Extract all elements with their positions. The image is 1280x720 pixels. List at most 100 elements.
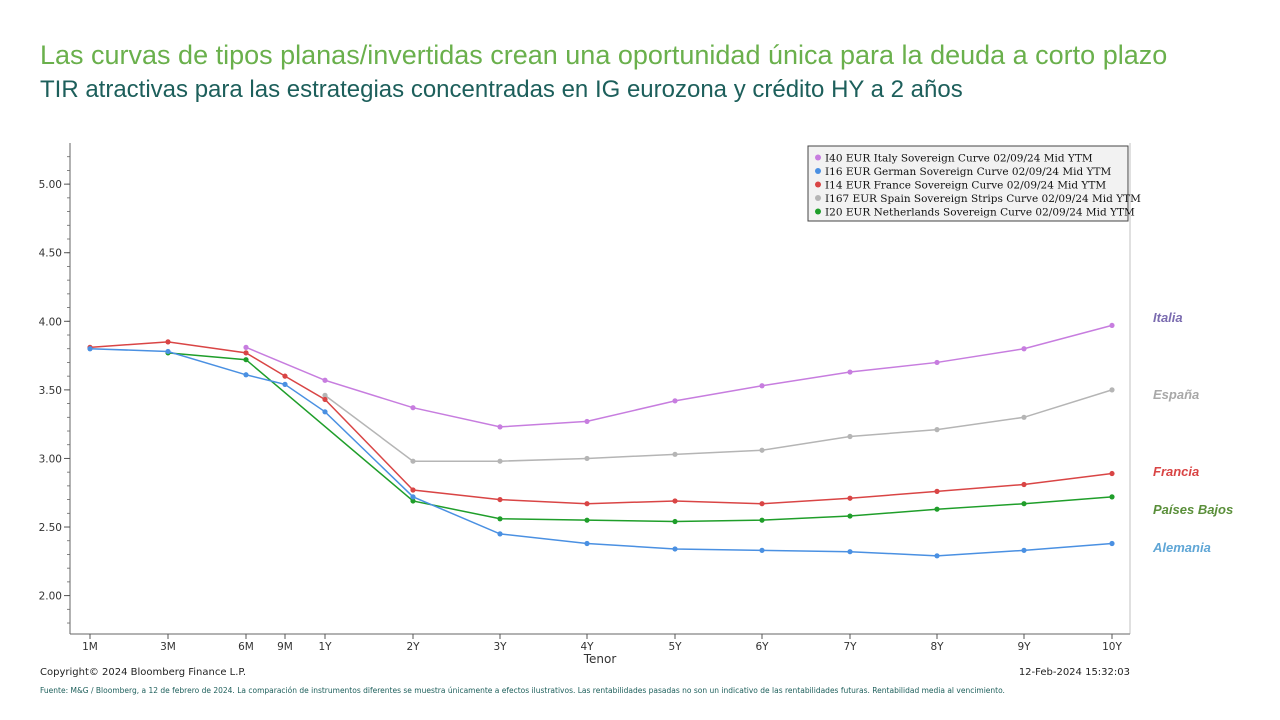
data-point <box>847 369 853 375</box>
data-point <box>497 458 503 464</box>
data-point <box>165 348 171 355</box>
data-point <box>243 350 249 356</box>
legend-entry: I20 EUR Netherlands Sovereign Curve 02/0… <box>825 207 1135 219</box>
x-tick-label: 5Y <box>668 641 682 653</box>
data-point <box>282 381 288 387</box>
page-title: Las curvas de tipos planas/invertidas cr… <box>40 40 1168 70</box>
country-label: Alemania <box>1152 540 1211 555</box>
data-point <box>847 495 853 501</box>
data-point <box>1021 547 1027 553</box>
data-point <box>672 546 678 552</box>
data-point <box>584 455 590 462</box>
data-point <box>1021 346 1027 352</box>
data-point <box>1109 494 1115 500</box>
data-point <box>759 447 765 453</box>
timestamp-text: 12-Feb-2024 15:32:03 <box>1018 667 1130 678</box>
legend-entry: I40 EUR Italy Sovereign Curve 02/09/24 M… <box>825 153 1093 165</box>
copyright-text: Copyright© 2024 Bloomberg Finance L.P. <box>40 667 247 678</box>
series-line <box>89 341 1113 505</box>
data-point <box>672 518 678 525</box>
series-alemania <box>87 346 1115 559</box>
data-point <box>672 398 678 404</box>
data-point <box>672 451 678 457</box>
x-tick-label: 6M <box>238 641 254 653</box>
data-point <box>847 549 853 555</box>
legend-entry: I167 EUR Spain Sovereign Strips Curve 02… <box>825 193 1141 205</box>
data-point <box>759 501 765 507</box>
data-point <box>165 339 171 345</box>
data-point <box>497 496 503 503</box>
data-point <box>759 547 765 553</box>
legend-marker <box>815 208 821 215</box>
x-tick-label: 8Y <box>930 641 944 653</box>
data-point <box>934 359 940 366</box>
legend-box <box>807 145 1129 222</box>
data-point <box>584 501 590 507</box>
legend-marker <box>815 181 821 188</box>
x-tick-label: 3M <box>160 641 176 653</box>
data-point <box>410 498 416 504</box>
x-tick-label: 9Y <box>1017 641 1031 653</box>
data-point <box>934 506 940 512</box>
y-tick-label: 5.00 <box>39 179 62 191</box>
series-line <box>167 352 1113 523</box>
source-footnote: Fuente: M&G / Bloomberg, a 12 de febrero… <box>40 686 1005 695</box>
data-point <box>410 405 416 411</box>
legend-marker <box>815 168 821 174</box>
y-tick-label: 4.50 <box>39 248 62 260</box>
series-layer <box>87 322 1115 559</box>
data-point <box>322 377 328 383</box>
data-point <box>1021 414 1027 420</box>
data-point <box>934 427 940 433</box>
data-point <box>322 396 328 403</box>
legend-marker <box>815 195 821 201</box>
series-italia <box>243 322 1115 430</box>
country-labels: Italia Alemania Francia España Países Bajos <box>1152 310 1233 555</box>
chart-axes: 2.00 2.50 3.00 3.50 4.00 4.50 5.00 1M 3M 6M 9M 1Y 2Y… <box>39 143 1131 666</box>
data-point <box>243 372 249 378</box>
y-tick-label: 2.50 <box>39 522 62 534</box>
series-españa <box>322 387 1115 464</box>
x-tick-label: 4Y <box>580 641 594 653</box>
data-point <box>322 392 328 398</box>
country-label: España <box>1153 387 1199 402</box>
data-point <box>1021 481 1027 488</box>
y-tick-label: 2.00 <box>39 591 62 603</box>
data-point <box>672 498 678 504</box>
data-point <box>759 383 765 389</box>
data-point <box>282 373 288 379</box>
data-point <box>497 516 503 522</box>
data-point <box>847 433 853 440</box>
data-point <box>934 488 940 494</box>
series-países-bajos <box>165 350 1115 525</box>
data-point <box>584 517 590 523</box>
data-point <box>847 513 853 519</box>
series-line <box>324 389 1113 462</box>
data-point <box>410 487 416 493</box>
x-axis-title: Tenor <box>583 652 617 666</box>
series-francia <box>87 339 1115 507</box>
x-tick-label: 10Y <box>1102 641 1122 653</box>
x-tick-label: 7Y <box>843 641 857 653</box>
country-label: Países Bajos <box>1153 502 1233 517</box>
data-point <box>1021 501 1027 507</box>
x-tick-label: 6Y <box>755 641 769 653</box>
legend-marker <box>815 154 821 161</box>
x-tick-label: 1Y <box>318 641 332 653</box>
x-tick-label: 3Y <box>493 641 507 653</box>
country-label: Francia <box>1153 464 1199 479</box>
data-point <box>1109 470 1115 477</box>
y-tick-label: 3.50 <box>39 385 62 397</box>
data-point <box>410 494 416 500</box>
data-point <box>584 540 590 547</box>
data-point <box>322 409 328 415</box>
yield-curve-chart: 2.00 2.50 3.00 3.50 4.00 4.50 5.00 1M 3M 6M 9M 1Y 2Y… <box>39 143 1233 666</box>
country-label: Italia <box>1153 310 1183 325</box>
data-point <box>497 531 503 537</box>
data-point <box>243 344 249 350</box>
data-point <box>584 418 590 425</box>
data-point <box>1109 322 1115 329</box>
legend-entry: I16 EUR German Sovereign Curve 02/09/24 … <box>825 166 1112 178</box>
data-point <box>1109 387 1115 393</box>
y-tick-label: 4.00 <box>39 316 62 328</box>
